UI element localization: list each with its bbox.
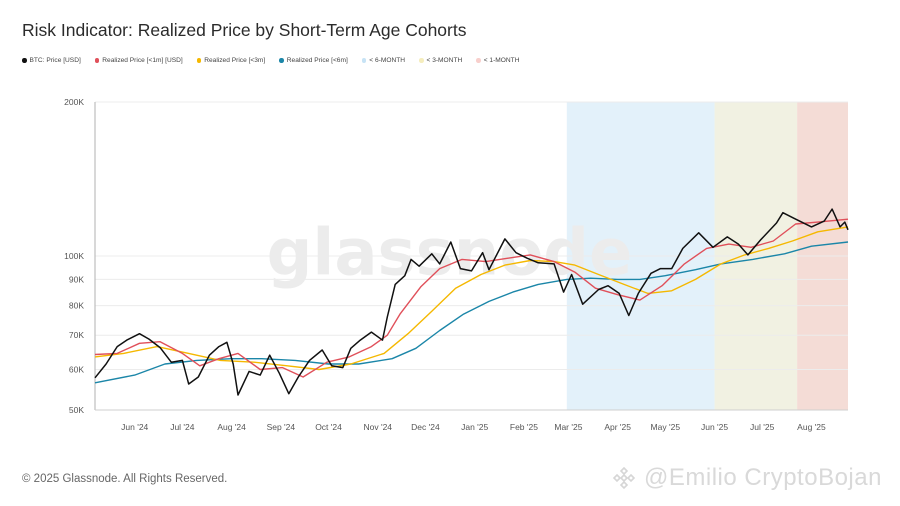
legend-item[interactable]: BTC: Price [USD] [22,57,81,64]
x-tick-label: Apr '25 [604,422,631,432]
legend-swatch [361,58,367,63]
glassnode-watermark: glassnode [267,217,633,291]
legend-label: Realized Price [<1m] [USD] [102,57,183,64]
legend-item[interactable]: < 1-MONTH [476,57,519,64]
x-tick-label: Aug '25 [797,422,826,432]
legend-label: Realized Price [<6m] [286,57,348,64]
x-tick-label: Sep '24 [267,422,296,432]
x-tick-label: May '25 [651,422,681,432]
legend-swatch [279,58,284,63]
x-tick-label: Jul '25 [750,422,775,432]
legend-label: < 6-MONTH [369,57,406,64]
legend-item[interactable]: Realized Price [<1m] [USD] [94,57,183,64]
y-tick-label: 90K [69,274,84,284]
x-tick-label: Oct '24 [315,422,342,432]
y-tick-label: 50K [69,405,84,415]
legend-item[interactable]: Realized Price [<6m] [279,57,348,64]
legend-label: Realized Price [<3m] [204,57,266,64]
y-tick-label: 100K [64,251,84,261]
series-line-realized-price-3m [94,226,849,371]
chart-title: Risk Indicator: Realized Price by Short-… [22,20,467,40]
legend-item[interactable]: < 6-MONTH [361,57,406,64]
binance-logo-icon [612,466,636,490]
series-line-realized-price-6m [94,241,849,384]
series-line-btc-price [94,208,849,396]
legend-label: < 3-MONTH [426,57,463,64]
x-tick-label: Jul '24 [170,422,195,432]
credit-text: @Emilio CryptoBojan [644,464,882,491]
y-tick-label: 70K [69,330,84,340]
y-tick-label: 80K [69,301,84,311]
series-line-realized-price-1m [94,218,849,378]
y-tick-label: 200K [64,97,84,107]
legend-swatch [94,58,100,63]
legend-item[interactable]: Realized Price [<3m] [196,57,266,64]
legend-swatch [196,58,202,63]
x-tick-label: Mar '25 [554,422,582,432]
chart-legend: BTC: Price [USD] Realized Price [<1m] [US… [22,57,519,64]
x-tick-label: Jun '24 [121,422,148,432]
x-tick-label: Nov '24 [363,422,392,432]
legend-swatch [22,58,27,63]
legend-label: < 1-MONTH [483,57,520,64]
legend-swatch [476,58,481,63]
x-tick-label: Aug '24 [217,422,246,432]
x-tick-label: Jan '25 [461,422,488,432]
x-tick-label: Feb '25 [510,422,538,432]
legend-item[interactable]: < 3-MONTH [419,57,462,64]
legend-swatch [419,58,424,63]
y-tick-label: 60K [69,364,84,374]
creator-credit: @Emilio CryptoBojan [612,464,882,492]
copyright-text: © 2025 Glassnode. All Rights Reserved. [22,473,228,485]
x-tick-label: Jun '25 [701,422,728,432]
x-tick-label: Dec '24 [411,422,440,432]
legend-label: BTC: Price [USD] [29,57,81,64]
